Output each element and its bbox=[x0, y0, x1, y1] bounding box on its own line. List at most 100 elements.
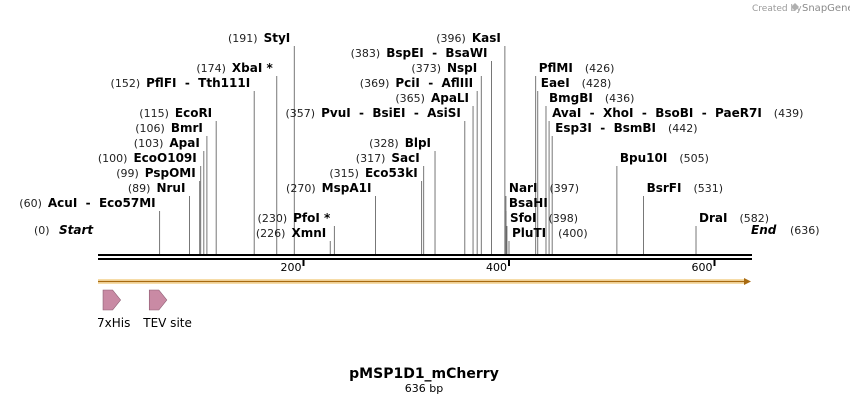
enzyme-name: DraI bbox=[699, 211, 727, 225]
enzyme-position: (226) bbox=[256, 227, 286, 240]
feature-arrow[interactable] bbox=[148, 289, 168, 311]
cut-site-label[interactable]: SfoI (398) bbox=[510, 211, 578, 225]
sequence-backbone bbox=[98, 254, 752, 260]
enzyme-name: PciI - AflIII bbox=[395, 76, 473, 90]
cut-site-label[interactable]: PflFI - Tth111I (152) bbox=[111, 76, 251, 90]
enzyme-position: (317) bbox=[356, 152, 386, 165]
cut-site-label[interactable]: ApaI (103) bbox=[134, 136, 200, 150]
cut-site-label[interactable]: PfoI * (230) bbox=[258, 211, 331, 225]
enzyme-position: (99) bbox=[116, 167, 139, 180]
cut-site-label[interactable]: BsrFI (531) bbox=[647, 181, 723, 195]
cut-site-label[interactable]: AvaI - XhoI - BsoBI - PaeR7I (439) bbox=[552, 106, 803, 120]
cut-site-label[interactable]: DraI (582) bbox=[699, 211, 769, 225]
enzyme-name: BsrFI bbox=[647, 181, 682, 195]
cut-site-label[interactable]: KasI (396) bbox=[436, 31, 501, 45]
enzyme-name: ApaI bbox=[169, 136, 199, 150]
enzyme-position: (191) bbox=[228, 32, 258, 45]
enzyme-position: (103) bbox=[134, 137, 164, 150]
enzyme-position: (315) bbox=[329, 167, 359, 180]
ruler: 200 400 600 bbox=[281, 260, 716, 274]
enzyme-position: (582) bbox=[739, 212, 769, 225]
enzyme-name: Bpu10I bbox=[620, 151, 667, 165]
map-title: pMSP1D1_mCherry bbox=[349, 366, 499, 382]
enzyme-position: (270) bbox=[286, 182, 316, 195]
feature-arrow[interactable] bbox=[102, 289, 121, 311]
cut-site-label[interactable]: StyI (191) bbox=[228, 31, 290, 45]
enzyme-position: (115) bbox=[139, 107, 169, 120]
cut-site-label[interactable]: NspI (373) bbox=[411, 61, 477, 75]
enzyme-name: BmgBI bbox=[549, 91, 593, 105]
cut-site-label[interactable]: NruI (89) bbox=[128, 181, 186, 195]
cut-site-label[interactable]: PvuI - BsiEI - AsiSI (357) bbox=[285, 106, 460, 120]
start-marker: (0) Start bbox=[34, 223, 94, 237]
enzyme-name: EcoO109I bbox=[133, 151, 196, 165]
cut-site-label[interactable]: BmrI (106) bbox=[135, 121, 203, 135]
cut-site-lines bbox=[159, 46, 697, 254]
cut-site-label[interactable]: Bpu10I (505) bbox=[620, 151, 709, 165]
cut-site-label[interactable]: PluTI (400) bbox=[512, 226, 588, 240]
feature-label: 7xHis bbox=[97, 316, 130, 330]
cut-site-label[interactable]: PciI - AflIII (369) bbox=[360, 76, 473, 90]
enzyme-position: (106) bbox=[135, 122, 165, 135]
enzyme-name: ApaLI bbox=[431, 91, 469, 105]
enzyme-name: PluTI bbox=[512, 226, 546, 240]
enzyme-name: KasI bbox=[472, 31, 501, 45]
enzyme-position: (397) bbox=[549, 182, 579, 195]
cut-site-label[interactable]: PspOMI (99) bbox=[116, 166, 196, 180]
enzyme-position: (328) bbox=[369, 137, 399, 150]
ruler-tick-label: 600 bbox=[692, 261, 713, 274]
enzyme-position: (398) bbox=[549, 212, 579, 225]
enzyme-name: AvaI - XhoI - BsoBI - PaeR7I bbox=[552, 106, 762, 120]
enzyme-position: (396) bbox=[436, 32, 466, 45]
enzyme-position: (439) bbox=[774, 107, 804, 120]
end-marker: End (636) bbox=[751, 223, 820, 237]
enzyme-name: SfoI bbox=[510, 211, 537, 225]
cut-site-label[interactable]: Eco53kI (315) bbox=[329, 166, 417, 180]
cut-site-label[interactable]: BsaHI bbox=[509, 196, 548, 210]
cut-site-label[interactable]: ApaLI (365) bbox=[395, 91, 469, 105]
orf-arrow bbox=[98, 278, 751, 285]
cut-site-label[interactable]: XmnI (226) bbox=[256, 226, 326, 240]
enzyme-position: (60) bbox=[19, 197, 42, 210]
enzyme-position: (531) bbox=[693, 182, 723, 195]
cut-site-label[interactable]: EcoRI (115) bbox=[139, 106, 212, 120]
enzyme-position: (174) bbox=[196, 62, 226, 75]
enzyme-name: PflMI bbox=[539, 61, 573, 75]
cut-site-label[interactable]: MspA1I (270) bbox=[286, 181, 371, 195]
enzyme-position: (442) bbox=[668, 122, 698, 135]
enzyme-position: (152) bbox=[111, 77, 141, 90]
cut-site-label[interactable]: BmgBI (436) bbox=[549, 91, 634, 105]
enzyme-name: BlpI bbox=[405, 136, 431, 150]
enzyme-name: BspEI - BsaWI bbox=[386, 46, 487, 60]
cut-site-label[interactable]: Esp3I - BsmBI (442) bbox=[555, 121, 697, 135]
enzyme-position: (100) bbox=[98, 152, 128, 165]
enzyme-position: (428) bbox=[582, 77, 612, 90]
cut-site-label[interactable]: EcoO109I (100) bbox=[98, 151, 197, 165]
ruler-tick-label: 400 bbox=[486, 261, 507, 274]
cut-site-label[interactable]: AcuI - Eco57MI (60) bbox=[19, 196, 155, 210]
cut-site-label[interactable]: BlpI (328) bbox=[369, 136, 431, 150]
cut-site-label[interactable]: SacI (317) bbox=[356, 151, 420, 165]
cut-site-label[interactable]: BspEI - BsaWI (383) bbox=[351, 46, 488, 60]
feature-label: TEV site bbox=[142, 316, 192, 330]
enzyme-name: Esp3I - BsmBI bbox=[555, 121, 656, 135]
cut-site-labels: AcuI - Eco57MI (60) NruI (89) PspOMI (99) EcoO… bbox=[19, 31, 803, 240]
cut-site-label[interactable]: EaeI (428) bbox=[541, 76, 612, 90]
cut-site-label[interactable]: NarI (397) bbox=[509, 181, 579, 195]
enzyme-name: NspI bbox=[447, 61, 477, 75]
enzyme-name: PfoI * bbox=[293, 211, 331, 225]
enzyme-position: (383) bbox=[351, 47, 381, 60]
ruler-tick-label: 200 bbox=[281, 261, 302, 274]
enzyme-name: Eco53kI bbox=[365, 166, 418, 180]
cut-site-label[interactable]: XbaI * (174) bbox=[196, 61, 273, 75]
enzyme-name: PspOMI bbox=[145, 166, 196, 180]
start-label: Start bbox=[59, 223, 94, 237]
cut-site-label[interactable]: PflMI (426) bbox=[539, 61, 615, 75]
enzyme-name: BsaHI bbox=[509, 196, 548, 210]
enzyme-name: StyI bbox=[264, 31, 291, 45]
enzyme-position: (365) bbox=[395, 92, 425, 105]
enzyme-name: XbaI * bbox=[232, 61, 274, 75]
enzyme-position: (369) bbox=[360, 77, 390, 90]
start-position: (0) bbox=[34, 224, 50, 237]
map-length: 636 bp bbox=[405, 382, 443, 395]
